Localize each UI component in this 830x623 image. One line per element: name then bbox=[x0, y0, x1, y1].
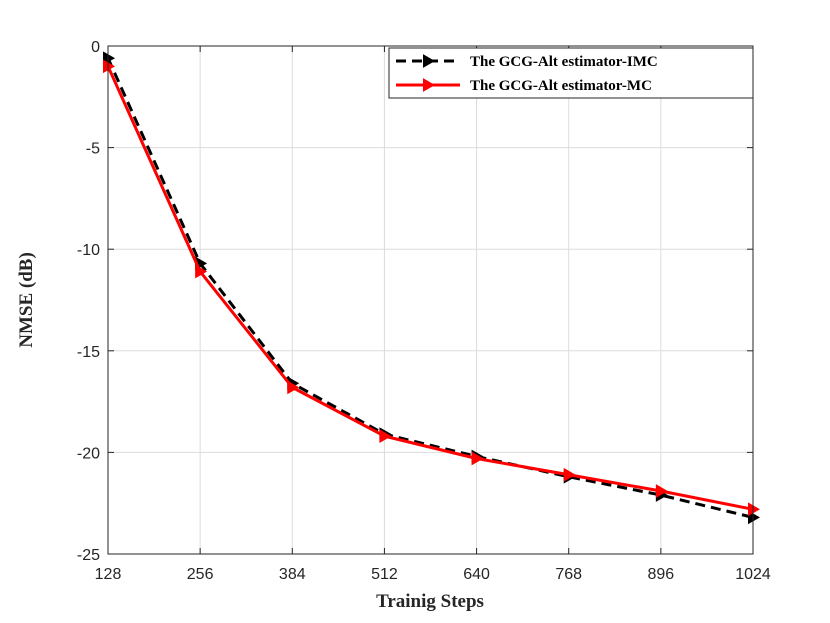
legend: The GCG-Alt estimator-IMC The GCG-Alt es… bbox=[388, 47, 754, 99]
x-tick-label: 640 bbox=[463, 566, 490, 583]
x-tick-label: 384 bbox=[279, 566, 306, 583]
series-1-marker bbox=[103, 59, 116, 74]
series-1-marker bbox=[471, 451, 484, 466]
x-tick-label: 1024 bbox=[735, 566, 771, 583]
x-tick-label: 768 bbox=[555, 566, 582, 583]
series-1-marker bbox=[195, 264, 208, 279]
series-layer bbox=[103, 51, 761, 525]
y-tick-label: 0 bbox=[91, 39, 100, 56]
series-1-marker bbox=[379, 429, 392, 444]
series-1-marker bbox=[287, 380, 300, 395]
y-axis-title: NMSE (dB) bbox=[16, 252, 37, 348]
y-tick-label: -20 bbox=[77, 445, 100, 462]
series-1-marker bbox=[748, 502, 761, 517]
y-tick-label: -25 bbox=[77, 547, 100, 564]
plot-background bbox=[108, 46, 753, 554]
series-0-marker bbox=[748, 510, 761, 525]
y-tick-label: -5 bbox=[86, 141, 100, 158]
legend-label-mc: The GCG-Alt estimator-MC bbox=[470, 78, 652, 94]
x-tick-label: 512 bbox=[371, 566, 398, 583]
series-1-marker bbox=[655, 484, 668, 498]
series-1-marker bbox=[563, 467, 576, 482]
legend-entries bbox=[396, 54, 460, 92]
legend-label-imc: The GCG-Alt estimator-IMC bbox=[470, 54, 658, 70]
plot-frame bbox=[107, 45, 754, 555]
x-tick-label: 128 bbox=[95, 566, 122, 583]
legend-marker-0 bbox=[423, 54, 436, 68]
y-tick-label: -15 bbox=[77, 344, 100, 361]
series-0-marker bbox=[103, 51, 116, 66]
x-tick-label: 896 bbox=[648, 566, 675, 583]
x-axis-title: Trainig Steps bbox=[376, 591, 484, 612]
legend-marker-1 bbox=[423, 78, 436, 92]
x-tick-label: 256 bbox=[187, 566, 214, 583]
series-line-0 bbox=[106, 57, 754, 519]
legend-box bbox=[388, 47, 754, 99]
series-line-1 bbox=[106, 65, 754, 511]
grid-lines bbox=[108, 46, 753, 554]
y-tick-label: -10 bbox=[77, 242, 100, 259]
tick-layer: 128 256 384 512 640 768 896 1024 0 -5 -10 -15 -20 -25 bbox=[77, 39, 771, 583]
